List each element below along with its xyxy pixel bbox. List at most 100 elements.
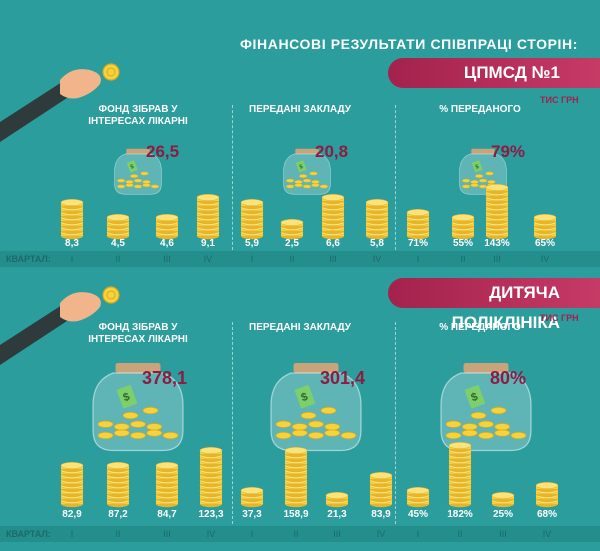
coin-stack-bar [451,214,475,240]
money-jar-icon: $ [270,363,362,452]
bar-value-label: 123,3 [198,509,224,520]
coin-stack-bar [491,492,515,508]
money-jar-icon: $ [283,148,331,195]
separator [232,105,233,250]
bar-value-label: 2,5 [285,238,299,249]
bar-value-label: 25% [492,509,513,520]
coin-stack-bar [284,447,308,508]
quarter-tick-label: I [416,529,420,539]
quarter-bar-1: КВАРТАЛ: [0,251,600,267]
group-total: 378,1 [142,368,188,388]
bar-value-label: 55% [452,238,473,249]
bar-value-label: 8,3 [65,238,79,249]
coin-stack-bar [406,487,430,508]
group-label: % ПЕРЕДАНОГО [439,322,521,333]
quarter-tick-label: II [115,254,121,264]
svg-text:$: $ [299,164,305,171]
bar-value-label: 45% [407,509,428,520]
coin-stack-bar [60,462,84,508]
svg-text:$: $ [130,164,136,171]
bar-value-label: 4,6 [160,238,174,249]
quarter-tick-label: II [293,529,299,539]
bar-value-label: 71% [407,238,428,249]
bar-value-label: 21,3 [327,509,347,520]
coin-stack-bar [196,194,220,240]
coin-stack-bar [369,472,393,508]
bar-value-label: 143% [484,238,510,249]
svg-text:$: $ [122,391,133,405]
banner-children-clinic: ДИТЯЧА ПОЛІКЛІНІКА [388,278,600,332]
quarter-tick-label: I [70,529,74,539]
coin-stack-bar [240,487,264,508]
bar-value-label: 37,3 [242,509,262,520]
quarter-tick-label: I [70,254,74,264]
quarter-tick-label: I [250,529,254,539]
group-label: ФОНД ЗІБРАВ У ІНТЕРЕСАХ ЛІКАРНІ [88,104,188,127]
coin-stack-bar [60,199,84,240]
quarter-tick-label: IV [540,254,550,264]
group-total: 79% [491,142,526,161]
group-total: 80% [490,368,527,388]
quarter-tick-label: IV [542,529,552,539]
group-total: 301,4 [320,368,366,388]
quarter-tick-label: IV [372,254,382,264]
coin-stack-bar [199,447,223,508]
coin-stack-bar [325,492,349,508]
hand-with-coin-icon [0,286,120,365]
quarter-tick-label: I [250,254,254,264]
quarter-tick-label: III [163,254,171,264]
quarter-tick-label: III [329,254,337,264]
quarter-tick-label: II [115,529,121,539]
svg-text:$: $ [300,391,311,405]
quarter-bar-2: КВАРТАЛ: [0,526,600,542]
quarter-tick-label: III [499,529,507,539]
quarter-tick-label: II [289,254,295,264]
group-label: ПЕРЕДАНІ ЗАКЛАДУ [249,104,351,115]
quarter-tick-label: II [460,254,466,264]
svg-text:$: $ [475,164,481,171]
coin-stack-bar [448,442,472,508]
group-label: ПЕРЕДАНІ ЗАКЛАДУ [249,322,351,333]
bar-value-label: 84,7 [157,509,177,520]
bar-value-label: 82,9 [62,509,82,520]
svg-text:$: $ [470,391,481,405]
coin-stack-bar [106,214,130,240]
banner-cpmsd: ЦПМСД №1 [388,58,600,88]
bar-value-label: 5,8 [370,238,384,249]
bar-value-label: 9,1 [201,238,215,249]
group-total: 20,8 [315,142,349,161]
quarter-label: КВАРТАЛ: [6,529,51,539]
coin-stack-bar [240,199,264,240]
group-total: 26,5 [146,142,180,161]
bar-value-label: 6,6 [326,238,340,249]
quarter-tick-label: IV [206,529,216,539]
coin-stack-bar [321,194,345,240]
bar-value-label: 158,9 [283,509,309,520]
unit-label-2: ТИС ГРН [540,313,579,323]
group-label: % ПЕРЕДАНОГО [439,104,521,115]
quarter-tick-label: III [493,254,501,264]
group-label: ФОНД ЗІБРАВ У ІНТЕРЕСАХ ЛІКАРНІ [88,322,188,345]
main-title: ФІНАНСОВІ РЕЗУЛЬТАТИ СПІВПРАЦІ СТОРІН: [240,36,578,52]
quarter-label: КВАРТАЛ: [6,254,51,264]
quarter-tick-label: I [416,254,420,264]
coin-stack-bar [280,219,304,240]
bar-value-label: 87,2 [108,509,128,520]
coin-stack-bar [406,209,430,240]
coin-stack-bar [365,199,389,240]
coin-stack-bar [155,214,179,240]
separator [395,322,396,524]
money-jar-icon: $ [92,363,184,452]
bar-value-label: 4,5 [111,238,125,249]
quarter-tick-label: III [333,529,341,539]
money-jar-icon: $ [440,363,532,452]
bar-value-label: 5,9 [245,238,259,249]
unit-label-1: ТИС ГРН [540,95,579,105]
quarter-tick-label: IV [376,529,386,539]
quarter-tick-label: II [457,529,463,539]
coin-stack-bar [106,462,130,508]
separator [395,105,396,250]
money-jar-icon: $ [114,148,162,195]
